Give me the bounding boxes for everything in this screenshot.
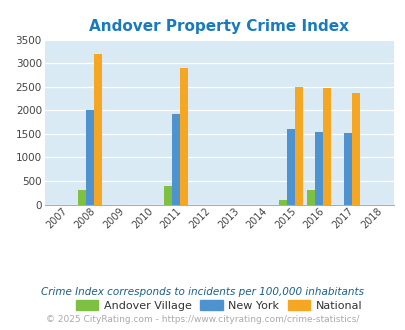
Bar bbox=[315, 132, 323, 205]
Bar bbox=[86, 110, 94, 205]
Bar bbox=[78, 190, 86, 205]
Bar bbox=[294, 87, 302, 205]
Text: © 2025 CityRating.com - https://www.cityrating.com/crime-statistics/: © 2025 CityRating.com - https://www.city… bbox=[46, 315, 359, 324]
Bar bbox=[343, 133, 351, 205]
Bar bbox=[307, 190, 315, 205]
Bar bbox=[94, 54, 102, 205]
Bar bbox=[286, 129, 294, 205]
Bar bbox=[172, 114, 180, 205]
Text: Crime Index corresponds to incidents per 100,000 inhabitants: Crime Index corresponds to incidents per… bbox=[41, 287, 364, 297]
Bar bbox=[323, 88, 330, 205]
Bar bbox=[351, 93, 359, 205]
Legend: Andover Village, New York, National: Andover Village, New York, National bbox=[71, 296, 366, 315]
Bar bbox=[278, 200, 286, 205]
Bar bbox=[164, 186, 172, 205]
Title: Andover Property Crime Index: Andover Property Crime Index bbox=[89, 19, 348, 34]
Bar bbox=[180, 68, 188, 205]
